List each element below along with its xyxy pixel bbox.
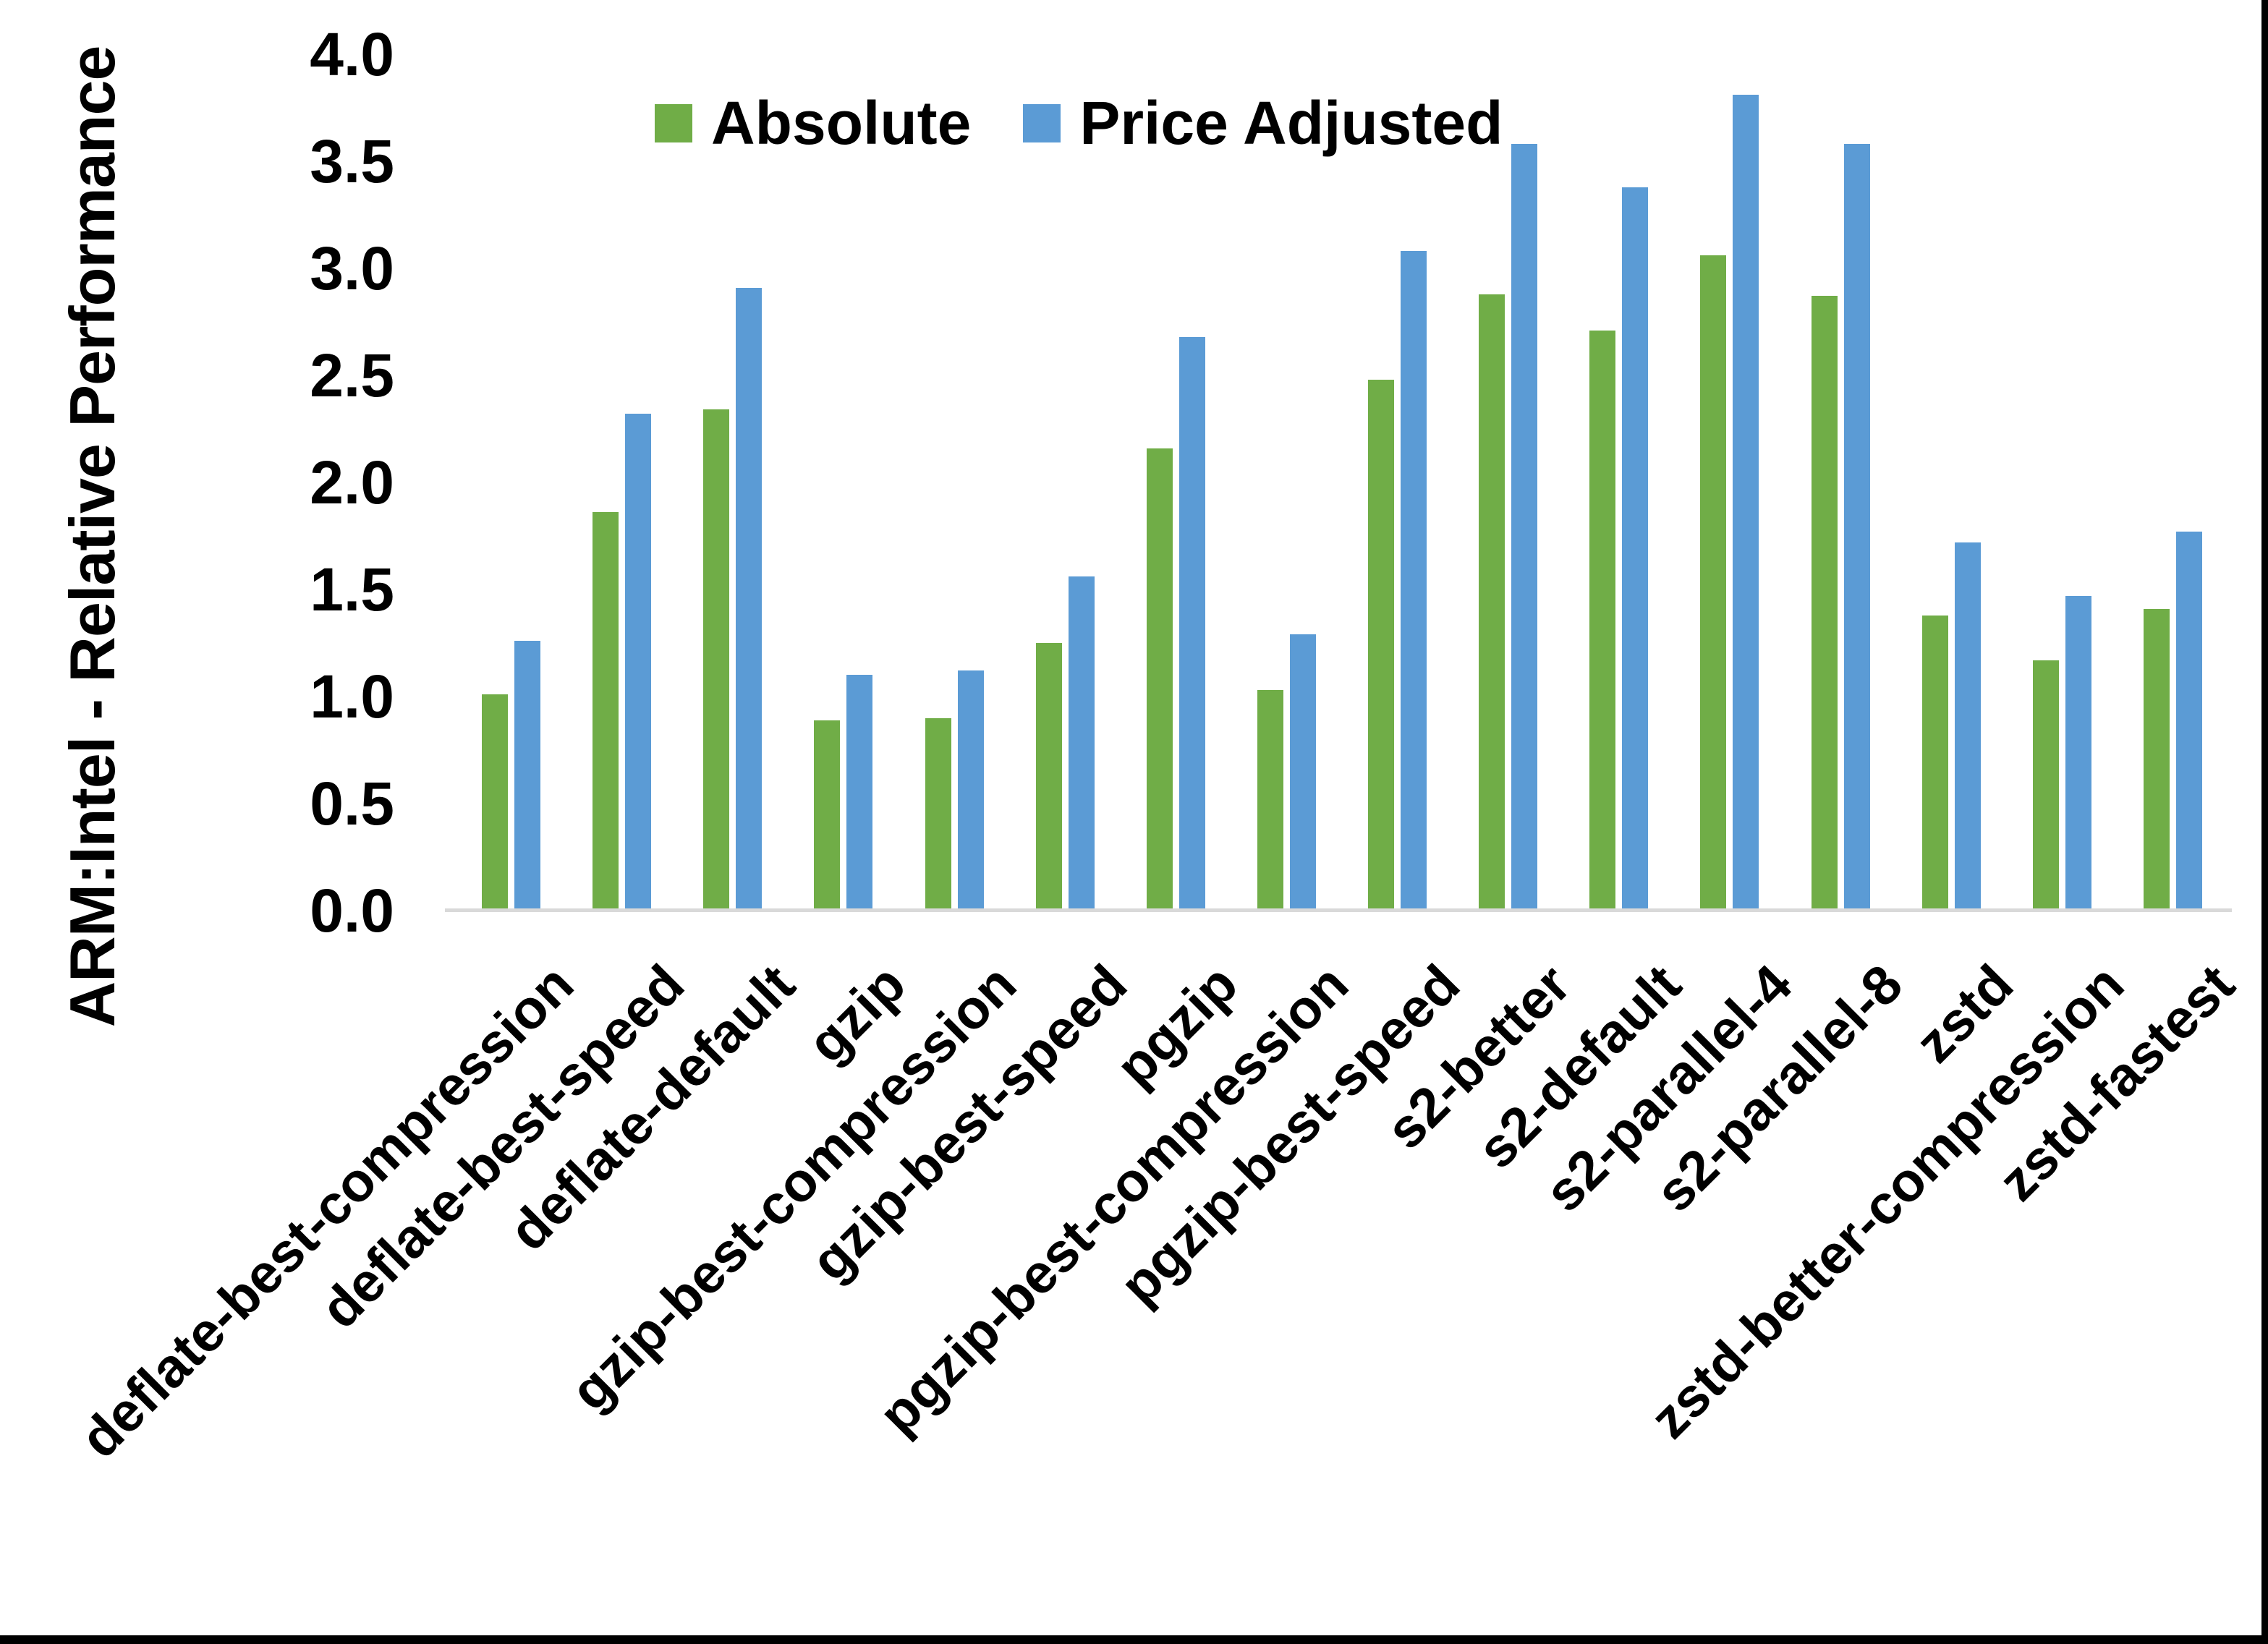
bar-group-zstd	[1896, 54, 2007, 911]
bar-group-zstd-fastest	[2118, 54, 2228, 911]
bar-price-adjusted-zstd-better-compression	[2065, 595, 2091, 911]
y-tick-label-1.5: 1.5	[310, 555, 394, 623]
y-tick-label-0.0: 0.0	[310, 877, 394, 945]
bar-price-adjusted-s2-default	[1622, 187, 1649, 911]
y-tick-label-1.0: 1.0	[310, 663, 394, 731]
bar-group-deflate-default	[677, 54, 788, 911]
bar-price-adjusted-deflate-best-speed	[625, 414, 652, 911]
bar-price-adjusted-s2-parallel-4	[1733, 95, 1759, 911]
bar-price-adjusted-pgzip-best-speed	[1401, 251, 1427, 911]
bar-absolute-zstd-better-compression	[2032, 660, 2059, 911]
legend-item-absolute: Absolute	[655, 87, 971, 159]
bar-absolute-zstd	[1921, 615, 1948, 911]
legend-label-absolute: Absolute	[711, 89, 972, 157]
bar-group-deflate-best-speed	[566, 54, 677, 911]
bar-absolute-gzip-best-compression	[925, 717, 951, 911]
bar-group-s2-parallel-8	[1785, 54, 1896, 911]
bar-price-adjusted-zstd-fastest	[2175, 532, 2202, 911]
legend-swatch-absolute-icon	[655, 103, 692, 142]
y-tick-label-3.5: 3.5	[310, 127, 394, 195]
bar-price-adjusted-s2-parallel-8	[1843, 144, 1870, 911]
bar-absolute-deflate-best-speed	[593, 512, 619, 911]
bar-group-gzip-best-compression	[899, 54, 1010, 911]
bar-absolute-pgzip-best-speed	[1368, 379, 1395, 911]
legend-item-price-adjusted: Price Adjusted	[1023, 87, 1503, 159]
bar-absolute-s2-better	[1479, 294, 1505, 911]
bar-price-adjusted-gzip-best-speed	[1068, 576, 1095, 911]
bar-absolute-gzip-best-speed	[1035, 643, 1062, 911]
x-axis-line	[445, 908, 2232, 912]
bar-price-adjusted-pgzip	[1178, 336, 1205, 911]
bar-price-adjusted-s2-better	[1511, 144, 1538, 911]
bar-group-s2-parallel-4	[1674, 54, 1785, 911]
bar-price-adjusted-gzip-best-compression	[957, 670, 984, 911]
bar-absolute-pgzip	[1146, 448, 1173, 911]
bar-absolute-deflate-default	[703, 409, 730, 911]
y-axis-title: ARM:Intel - Relative Performance	[56, 46, 128, 1028]
window-right-edge	[2261, 0, 2268, 1644]
y-tick-label-3.0: 3.0	[310, 234, 394, 302]
bar-group-zstd-better-compression	[2007, 54, 2118, 911]
bar-group-gzip-best-speed	[1010, 54, 1121, 911]
plot-area	[456, 54, 2228, 911]
bar-absolute-zstd-fastest	[2143, 608, 2170, 911]
bar-absolute-s2-parallel-8	[1811, 296, 1838, 911]
bar-group-pgzip-best-speed	[1342, 54, 1453, 911]
bar-absolute-deflate-best-compression	[482, 694, 509, 911]
y-tick-label-4.0: 4.0	[310, 20, 394, 88]
bar-group-pgzip	[1121, 54, 1231, 911]
bar-group-deflate-best-compression	[456, 54, 566, 911]
window-bottom-edge	[0, 1635, 2268, 1644]
bar-price-adjusted-deflate-default	[736, 287, 763, 911]
bar-absolute-s2-default	[1589, 330, 1616, 911]
bar-price-adjusted-deflate-best-compression	[514, 641, 541, 911]
bar-price-adjusted-zstd	[1954, 542, 1981, 911]
bar-absolute-pgzip-best-compression	[1257, 690, 1283, 911]
bar-price-adjusted-gzip	[846, 675, 873, 911]
legend-label-price-adjusted: Price Adjusted	[1079, 89, 1503, 157]
bar-price-adjusted-pgzip-best-compression	[1289, 634, 1316, 911]
bar-group-gzip	[788, 54, 899, 911]
bar-absolute-gzip	[814, 720, 841, 911]
bar-group-pgzip-best-compression	[1231, 54, 1342, 911]
bar-group-s2-default	[1563, 54, 1674, 911]
y-tick-label-2.5: 2.5	[310, 341, 394, 409]
y-tick-label-2.0: 2.0	[310, 448, 394, 516]
legend-swatch-price-adjusted-icon	[1023, 103, 1061, 142]
legend: Absolute Price Adjusted	[655, 87, 1503, 159]
y-tick-label-0.5: 0.5	[310, 770, 394, 838]
bar-group-s2-better	[1453, 54, 1563, 911]
bar-absolute-s2-parallel-4	[1700, 255, 1727, 911]
